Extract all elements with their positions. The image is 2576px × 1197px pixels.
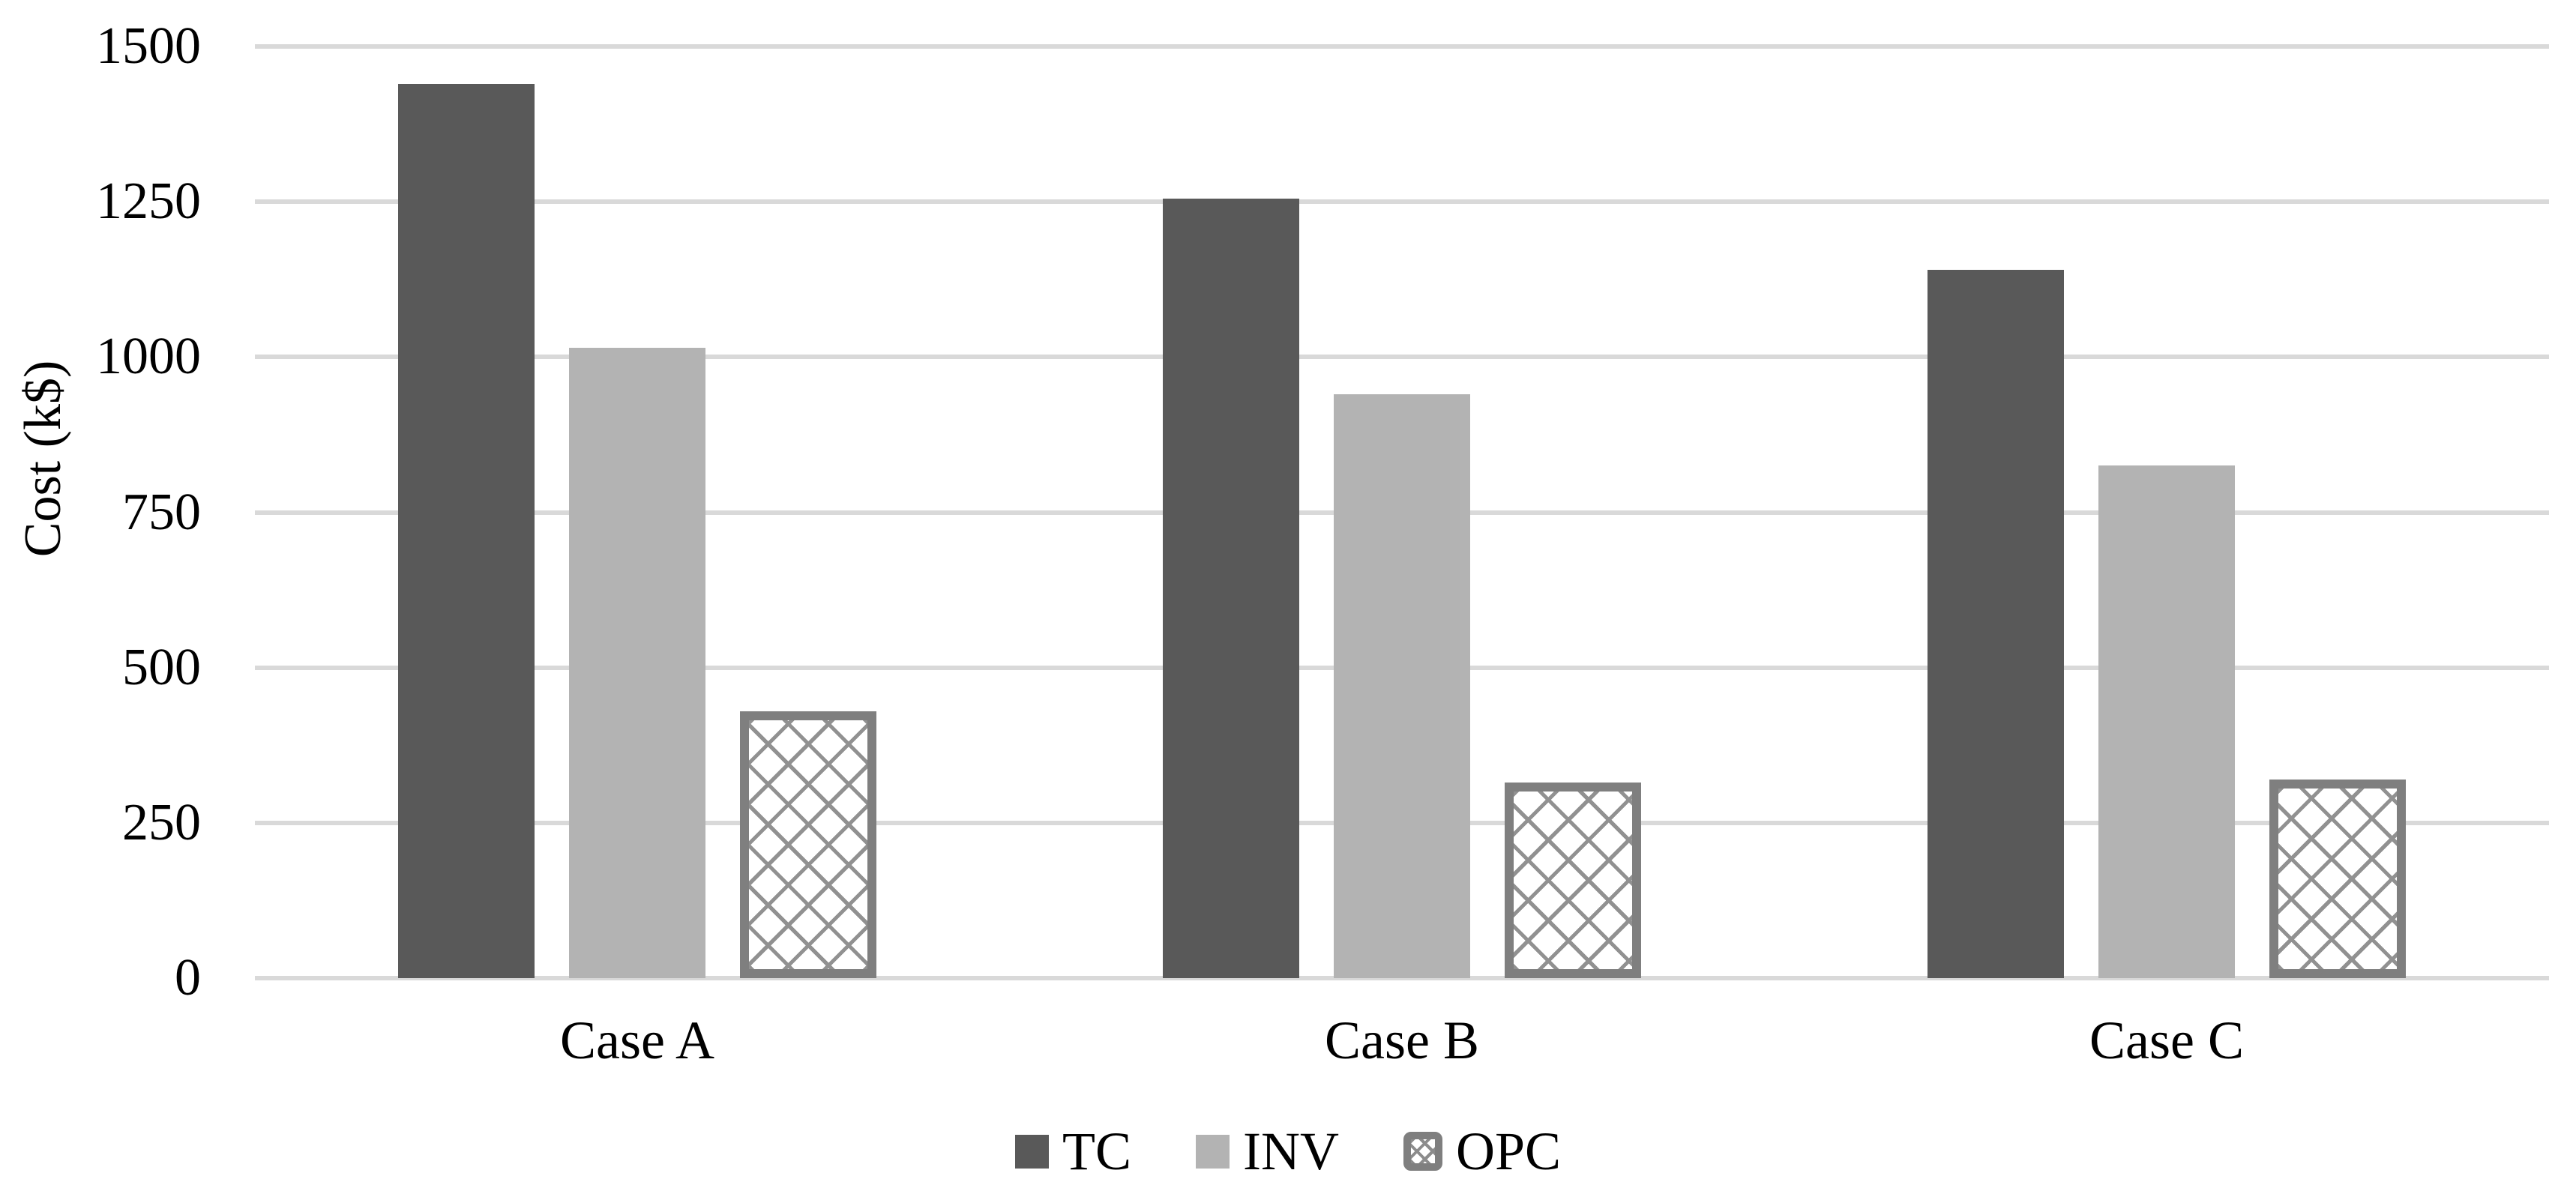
y-tick-label-750: 750: [122, 483, 201, 541]
bar-opc-case-c: [2269, 779, 2406, 978]
x-axis-label-case-c: Case C: [2089, 1010, 2244, 1070]
gridline-1500: [255, 44, 2549, 49]
legend-label-inv: INV: [1242, 1121, 1339, 1181]
y-tick-label-1500: 1500: [96, 17, 201, 75]
bar-tc-case-c: [1928, 270, 2064, 978]
bar-inv-case-c: [2098, 465, 2235, 978]
y-tick-label-500: 500: [122, 638, 201, 696]
plot-area: 0 250 500 750 1000 1250 1500: [96, 20, 2549, 1004]
gridline-1250: [255, 199, 2549, 205]
bar-group-case-b: [1020, 46, 1784, 978]
legend-item-tc: TC: [1014, 1121, 1131, 1181]
legend: TC INV OPC: [0, 1124, 2576, 1178]
x-axis-label-case-b: Case B: [1325, 1010, 1479, 1070]
bar-tc-case-a: [398, 83, 535, 978]
y-tick-label-250: 250: [122, 793, 201, 851]
x-axis-label-case-a: Case A: [560, 1010, 714, 1070]
bar-group-case-a: [255, 46, 1020, 978]
gridline-0: [255, 976, 2549, 980]
legend-item-opc: OPC: [1403, 1124, 1561, 1178]
y-tick-label-1000: 1000: [96, 328, 201, 386]
bar-inv-case-a: [569, 347, 705, 978]
x-axis-labels: Case A Case B Case C: [255, 1013, 2549, 1067]
y-tick-label-1250: 1250: [96, 172, 201, 231]
y-axis-title: Cost (k$): [14, 360, 72, 558]
bar-group-case-c: [1784, 46, 2549, 978]
legend-item-inv: INV: [1195, 1121, 1339, 1181]
legend-swatch-opc-icon: [1403, 1132, 1442, 1171]
legend-label-tc: TC: [1062, 1121, 1131, 1181]
bar-opc-case-a: [740, 711, 876, 978]
bar-opc-case-b: [1505, 782, 1641, 978]
y-tick-label-0: 0: [175, 949, 201, 1007]
bar-tc-case-b: [1163, 199, 1299, 978]
bars-layer: [255, 46, 2549, 978]
legend-swatch-tc-icon: [1014, 1134, 1049, 1169]
legend-swatch-inv-icon: [1195, 1134, 1230, 1169]
legend-label-opc: OPC: [1455, 1121, 1562, 1181]
gridline-1000: [255, 355, 2549, 360]
bar-inv-case-b: [1334, 394, 1470, 978]
